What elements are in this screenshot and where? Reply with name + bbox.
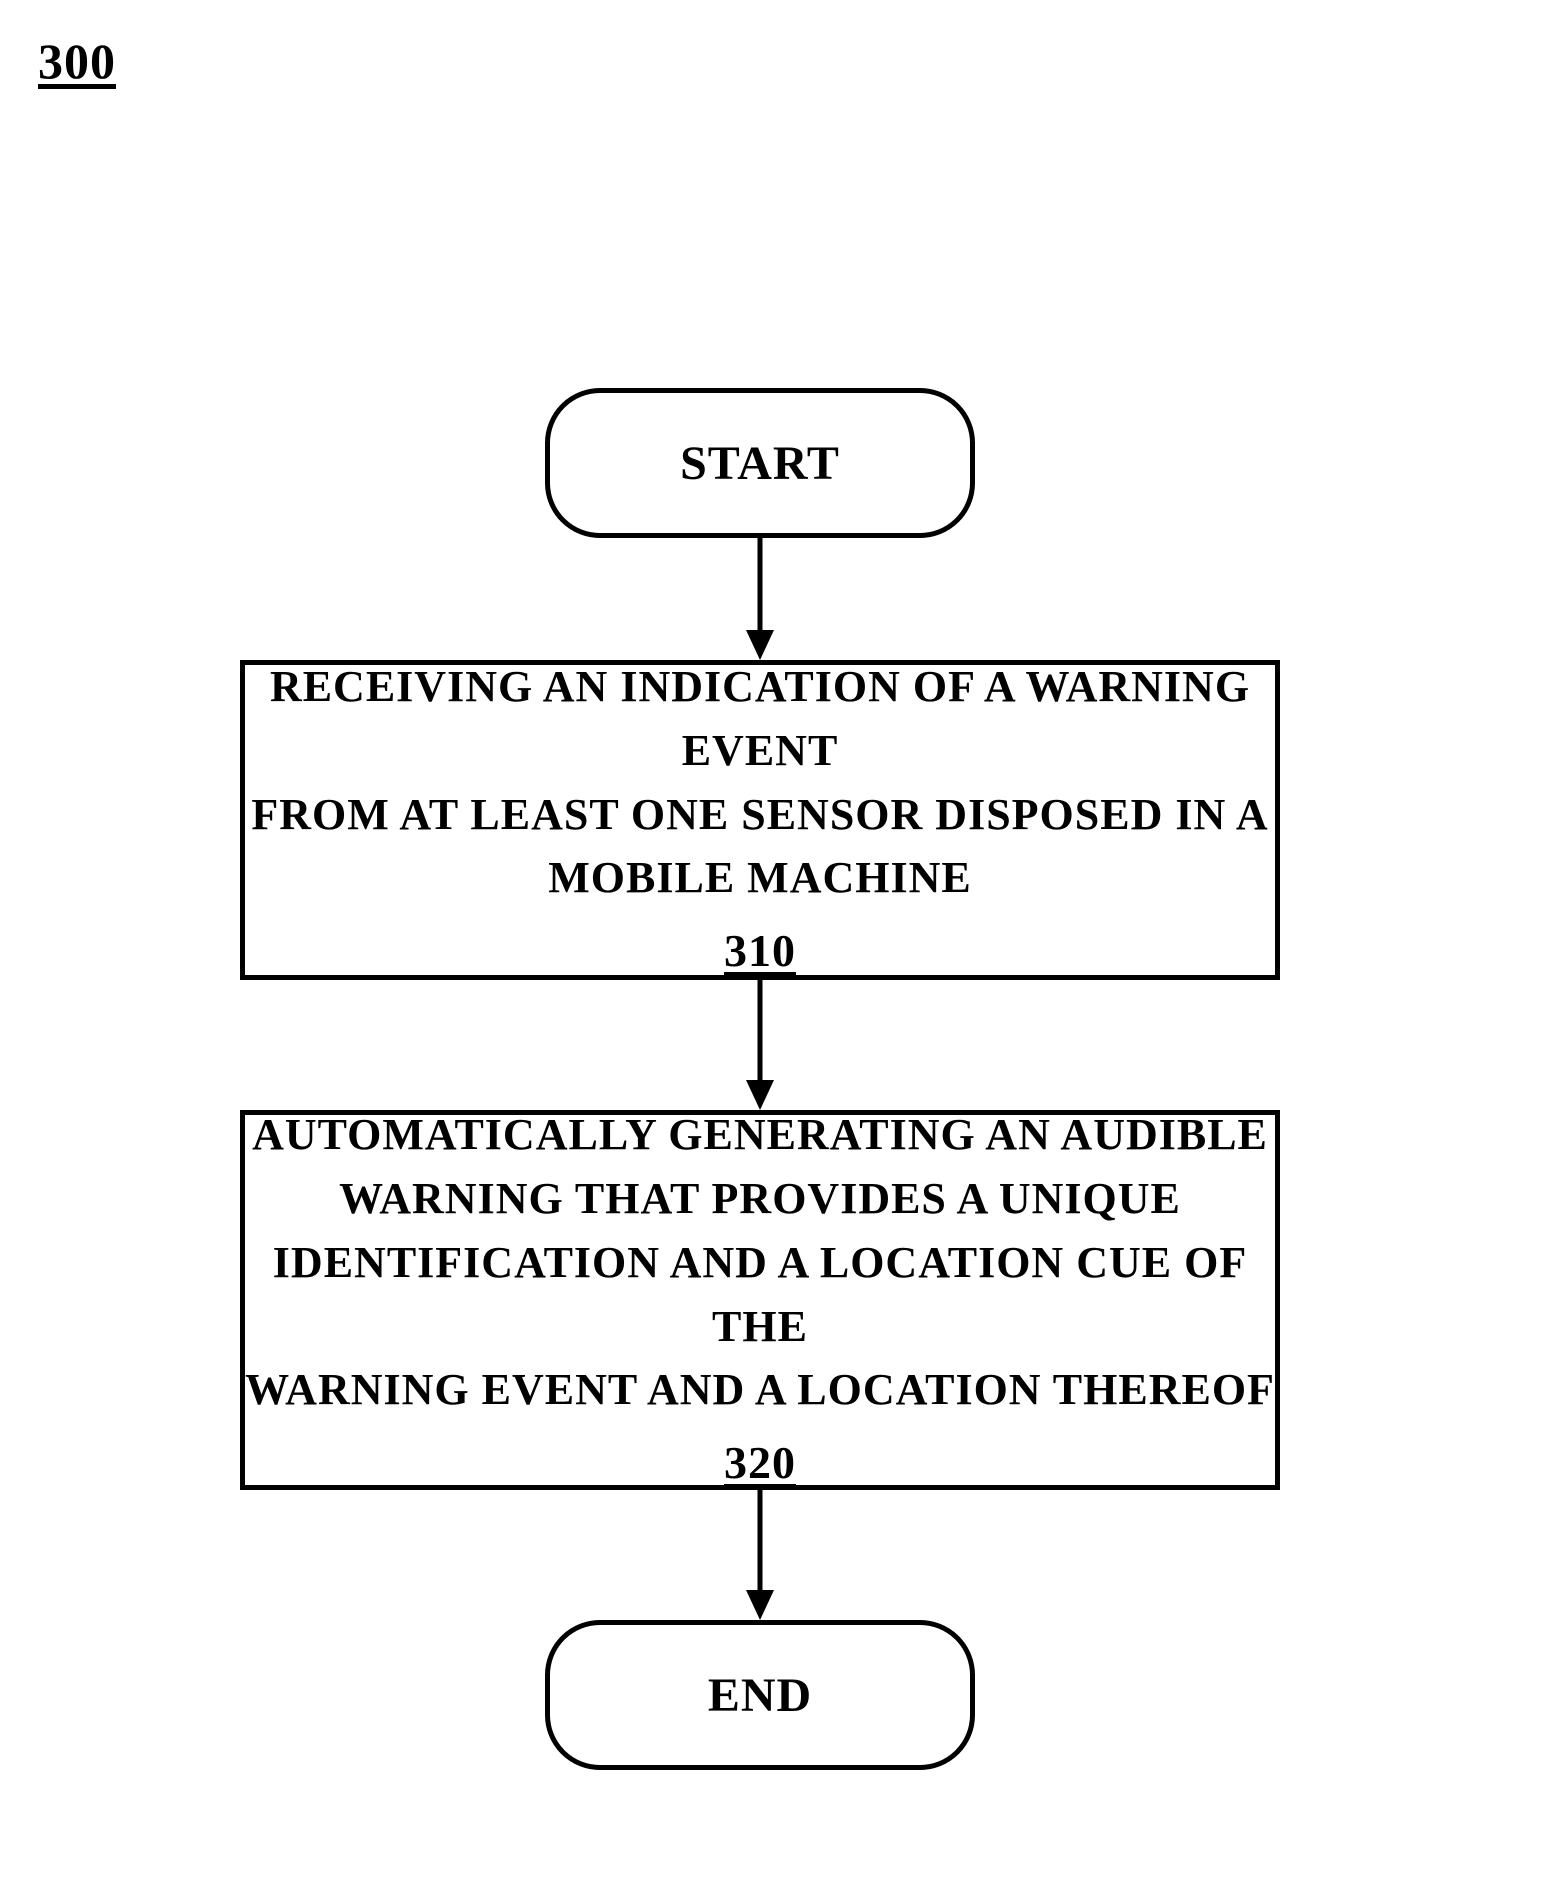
process-310-line3: MOBILE MACHINE: [548, 846, 971, 910]
end-terminal: END: [545, 1620, 975, 1770]
process-310-line2: FROM AT LEAST ONE SENSOR DISPOSED IN A: [251, 783, 1268, 847]
process-310-ref: 310: [724, 918, 796, 985]
end-label: END: [708, 1668, 812, 1723]
flowchart-page: 300 START RECEIVING AN INDICATION OF A W…: [0, 0, 1559, 1899]
process-320-ref: 320: [724, 1430, 796, 1497]
process-320-line3: IDENTIFICATION AND A LOCATION CUE OF THE: [245, 1231, 1275, 1359]
process-310: RECEIVING AN INDICATION OF A WARNING EVE…: [240, 660, 1280, 980]
process-320: AUTOMATICALLY GENERATING AN AUDIBLE WARN…: [240, 1110, 1280, 1490]
start-label: START: [680, 436, 840, 491]
process-310-line1: RECEIVING AN INDICATION OF A WARNING EVE…: [245, 655, 1275, 783]
process-320-line1: AUTOMATICALLY GENERATING AN AUDIBLE: [252, 1103, 1268, 1167]
figure-number: 300: [38, 32, 116, 90]
start-terminal: START: [545, 388, 975, 538]
process-320-line4: WARNING EVENT AND A LOCATION THEREOF: [245, 1358, 1275, 1422]
process-320-line2: WARNING THAT PROVIDES A UNIQUE: [339, 1167, 1181, 1231]
